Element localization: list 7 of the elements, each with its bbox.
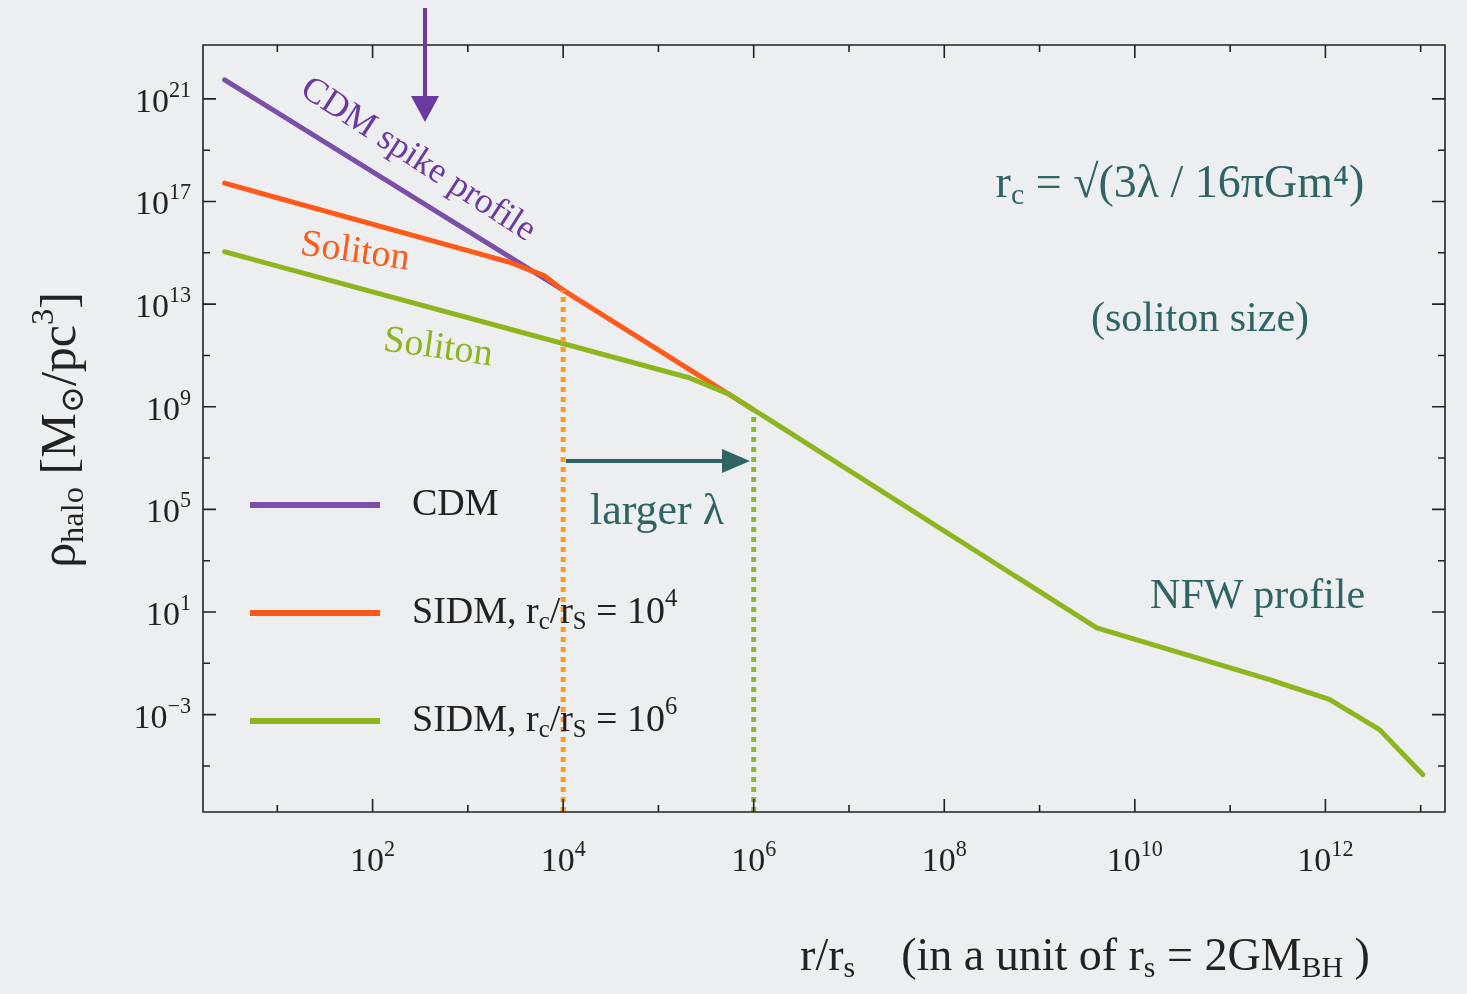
annotation: NFW profile [1150,571,1366,618]
annotation: Soliton [298,220,413,278]
annotation: (soliton size) [1090,294,1310,342]
annotation: larger λ [589,484,725,534]
annotation: Soliton [381,316,496,374]
y-axis-title: ρhalo [M⊙/pc3] [24,292,91,568]
legend-label: CDM [412,480,499,523]
